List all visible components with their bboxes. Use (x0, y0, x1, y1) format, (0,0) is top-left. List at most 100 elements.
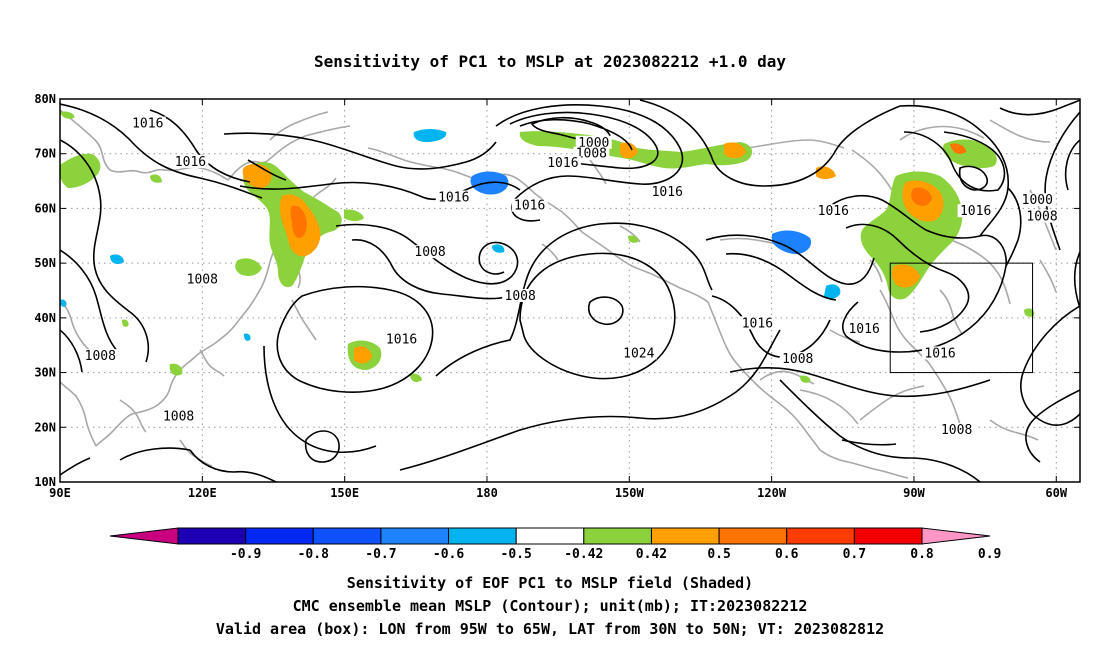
colorbar-cell (786, 527, 855, 545)
colorbar-cell (853, 527, 923, 545)
contour-label: 1016 (175, 155, 206, 170)
contour-label-bg (922, 346, 959, 360)
contour-label-bg (846, 321, 883, 335)
contour-label: 1008 (505, 289, 536, 304)
lon-tick-label: 90W (903, 486, 925, 500)
shade-positive-patch (816, 166, 836, 179)
contour-label: 1008 (414, 245, 445, 260)
contour-label-bg (511, 198, 548, 212)
colorbar-cell (718, 527, 788, 545)
shade-positive-patch (354, 346, 372, 364)
footer-line-2: CMC ensemble mean MSLP (Contour); unit(m… (293, 597, 808, 615)
colorbar-min-arrow (109, 527, 179, 545)
colorbar-cell (380, 527, 450, 545)
colorbar-label: -0.7 (365, 547, 396, 562)
contour-label-bg (172, 154, 209, 168)
shade-positive-patch (620, 142, 638, 159)
lon-tick-label: 90E (49, 486, 71, 500)
colorbar-cell (245, 527, 314, 545)
contour-label-bg (815, 204, 852, 218)
contour-label-bg (502, 288, 539, 302)
lat-tick-label: 60N (34, 201, 56, 215)
colorbar-cell (448, 527, 517, 545)
lat-tick-label: 20N (34, 420, 56, 434)
colorbar-label: 0.9 (978, 547, 1001, 562)
shade-positive-patch (60, 153, 101, 188)
mslp-contours (60, 99, 1080, 482)
lat-tick-label: 80N (34, 92, 56, 106)
shade-positive-patch (60, 111, 75, 119)
contour-label-bg (383, 332, 420, 346)
axis-ticks (59, 98, 1080, 483)
shade-positive-patch (410, 373, 422, 382)
shade-positive-patch (290, 205, 307, 238)
contour-label-bg (435, 190, 472, 204)
lon-tick-label: 150E (330, 486, 359, 500)
colorbar-label: -0.8 (298, 547, 329, 562)
shade-negative-patch (413, 129, 447, 142)
dotted-grid (60, 99, 1080, 482)
contour-label: 1016 (438, 190, 469, 205)
lat-tick-label: 30N (34, 366, 56, 380)
longitude-labels: 90E 120E 150E 180 150W 120W 90W 60W (49, 486, 1068, 500)
footer-line-1: Sensitivity of EOF PC1 to MSLP field (Sh… (347, 574, 753, 592)
contour-label-bg (575, 135, 612, 149)
colorbar-cell (177, 527, 247, 545)
contour-label: 1016 (742, 316, 773, 331)
colorbar-cell (650, 527, 720, 545)
contour-label-bg (1019, 193, 1056, 207)
contour-label: 1016 (386, 333, 417, 348)
lon-tick-label: 120W (757, 486, 787, 500)
footer-line-3: Valid area (box): LON from 95W to 65W, L… (216, 620, 884, 638)
contour-label-bg (938, 423, 975, 437)
colorbar-label: -0.42 (564, 547, 603, 562)
contour-label: 1008 (1026, 210, 1057, 225)
contour-label: 1016 (848, 322, 879, 337)
shade-positive-patch (800, 375, 811, 383)
contour-label: 1016 (547, 156, 578, 171)
colorbar-label: 0.6 (775, 547, 799, 562)
figure-title: Sensitivity of PC1 to MSLP at 2023082212… (314, 52, 786, 71)
shade-positive-patch (235, 258, 262, 276)
shade-positive-patch (724, 142, 746, 159)
colorbar-cell (515, 527, 585, 545)
contour-label-bg (957, 204, 994, 218)
shade-negative-patch (824, 284, 841, 299)
lon-tick-label: 120E (188, 486, 217, 500)
shade-positive-patch (169, 363, 183, 376)
contour-label: 1008 (187, 273, 218, 288)
contour-label-bg (573, 146, 610, 160)
colorbar-label: 0.42 (636, 547, 667, 562)
lat-tick-label: 40N (34, 311, 56, 325)
shade-positive-patch (344, 209, 364, 221)
lon-tick-label: 150W (615, 486, 645, 500)
lat-tick-label: 10N (34, 475, 56, 489)
shade-negative-patch (492, 244, 505, 253)
shade-positive-patch (150, 174, 162, 183)
shade-positive-patch (911, 187, 932, 206)
contour-label: 1016 (132, 117, 163, 132)
contour-label: 1008 (576, 147, 607, 162)
contour-label-bg (649, 185, 686, 199)
shade-negative-patch (244, 333, 251, 341)
shade-negative-patch (772, 230, 812, 254)
colorbar-label: 0.8 (910, 547, 934, 562)
map-frame (59, 98, 1081, 483)
contour-label-bg (129, 116, 166, 130)
contour-label-bg (1024, 209, 1061, 223)
contour-label-bg (412, 245, 449, 259)
shade-positive-patch (1024, 308, 1035, 317)
colorbar-max-arrow (921, 527, 991, 545)
contour-label: 1016 (924, 346, 955, 361)
contour-label: 1008 (163, 409, 194, 424)
contour-label-bg (160, 409, 197, 423)
contour-label: 1024 (623, 346, 654, 361)
lat-tick-label: 70N (34, 147, 56, 161)
colorbar-label: 0.7 (843, 547, 866, 562)
shade-positive-patch (628, 235, 639, 243)
latitude-labels: 80N 70N 60N 50N 40N 30N 20N 10N (34, 92, 56, 489)
shade-positive-patch (950, 143, 966, 154)
shade-positive-patch (891, 264, 920, 288)
